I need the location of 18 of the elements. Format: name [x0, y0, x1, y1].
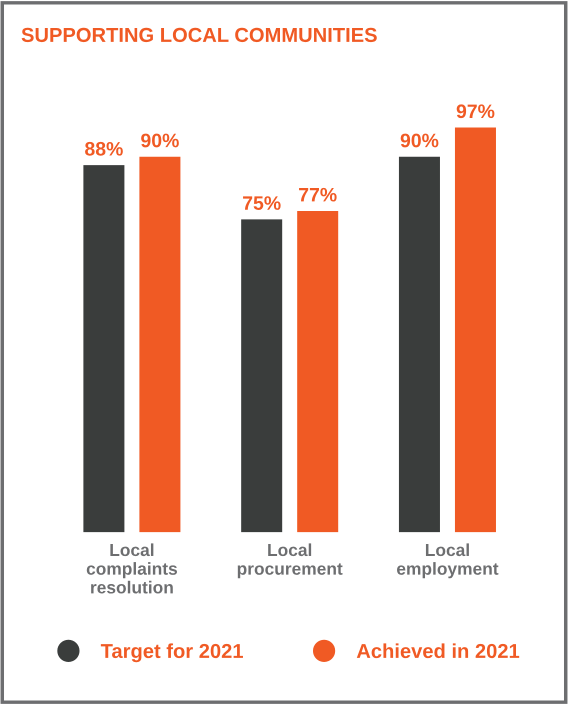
x-tick-label: Local employment [397, 543, 498, 578]
data-label: 90% [141, 134, 179, 148]
bar [297, 211, 338, 532]
chart-title: SUPPORTING LOCAL COMMUNITIES [22, 28, 377, 42]
bar [83, 165, 124, 532]
bar [398, 156, 440, 532]
data-label: 75% [243, 196, 281, 210]
data-label: 77% [299, 188, 337, 202]
bar [454, 128, 496, 532]
legend-label: Achieved in 2021 [356, 643, 520, 658]
data-label: 88% [85, 142, 123, 156]
bar [139, 156, 180, 532]
bar [241, 219, 282, 532]
x-tick-label: Local procurement [238, 543, 343, 578]
data-label: 97% [456, 104, 494, 118]
x-tick-label: Local complaints resolution [86, 543, 178, 594]
legend-label: Target for 2021 [100, 643, 243, 662]
data-label: 90% [400, 134, 438, 148]
